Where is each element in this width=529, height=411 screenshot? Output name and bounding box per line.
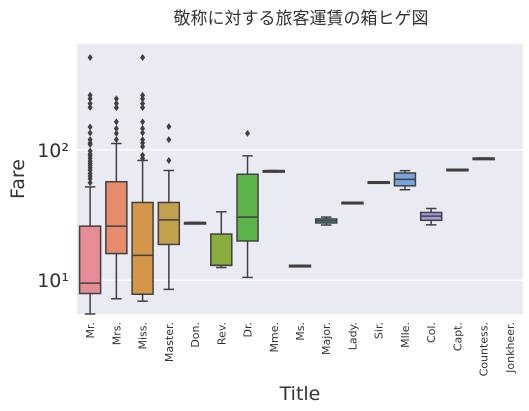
- outlier-point: [140, 143, 146, 151]
- box-iqr: [210, 233, 233, 267]
- outlier-point: [87, 147, 93, 155]
- outlier-point: [87, 100, 93, 108]
- box-iqr: [105, 180, 128, 255]
- box-rev: [210, 211, 233, 269]
- y-axis-label: Fare: [7, 159, 29, 199]
- box-don: [183, 221, 207, 225]
- outlier-point: [140, 54, 146, 62]
- outlier-point: [113, 129, 119, 137]
- outlier-point: [140, 118, 146, 126]
- box-mlle: [393, 169, 417, 191]
- x-tick-label: Col.: [425, 322, 438, 343]
- outlier-point: [113, 124, 119, 132]
- x-tick-label: Mrs.: [110, 322, 123, 345]
- outlier-point: [140, 100, 146, 108]
- outlier-point: [140, 91, 146, 99]
- x-tick-label: Master.: [163, 322, 176, 362]
- x-axis-ticks: Mr. Mrs. Miss. Master. Don. Rev. Dr. Mme. Ms. Maj…: [84, 322, 517, 376]
- x-tick-label: Jonkheer.: [504, 322, 517, 374]
- outlier-point: [113, 95, 119, 103]
- box-series: [78, 54, 495, 315]
- box-dr: [236, 129, 259, 279]
- outlier-point: [113, 100, 119, 108]
- outlier-point: [140, 124, 146, 132]
- box-capt: [446, 168, 469, 172]
- box-ms: [288, 264, 312, 268]
- outlier-point: [166, 123, 172, 131]
- box-sir: [367, 181, 390, 185]
- box-mrs: [105, 95, 128, 300]
- outlier-point: [140, 95, 146, 103]
- x-axis-label: Title: [279, 383, 321, 405]
- box-iqr: [78, 225, 102, 295]
- y-tick-label: 10²: [37, 140, 69, 162]
- box-master: [157, 123, 181, 291]
- box-iqr: [131, 201, 154, 295]
- outlier-point: [113, 136, 119, 144]
- outlier-point: [87, 95, 93, 103]
- x-tick-label: Mlle.: [399, 322, 412, 348]
- outlier-point: [113, 118, 119, 126]
- outlier-point: [140, 129, 146, 137]
- outlier-point: [87, 123, 93, 131]
- x-tick-label: Dr.: [242, 322, 255, 337]
- x-tick-label: Rev.: [215, 322, 228, 345]
- x-tick-label: Countess.: [478, 322, 491, 376]
- outlier-point: [166, 136, 172, 144]
- box-mme: [262, 169, 286, 173]
- outlier-point: [166, 156, 172, 164]
- box-mr: [78, 54, 102, 315]
- chart-title: 敬称に対する旅客運賃の箱ヒゲ図: [174, 9, 429, 29]
- box-major: [314, 216, 338, 226]
- outlier-point: [113, 104, 119, 112]
- box-iqr: [157, 201, 181, 246]
- outlier-point: [87, 103, 93, 111]
- x-tick-label: Capt.: [451, 322, 464, 351]
- outlier-point: [87, 179, 93, 187]
- x-tick-label: Major.: [320, 322, 333, 355]
- outlier-point: [140, 104, 146, 112]
- box-iqr: [236, 173, 259, 242]
- outlier-point: [87, 136, 93, 144]
- x-tick-label: Lady.: [346, 322, 359, 350]
- box-lady: [341, 201, 364, 205]
- x-tick-label: Ms.: [294, 322, 307, 341]
- x-tick-label: Mr.: [84, 322, 97, 339]
- y-tick-label: 10¹: [37, 270, 69, 292]
- outlier-point: [87, 54, 93, 62]
- outlier-point: [245, 129, 251, 137]
- box-miss: [131, 54, 154, 302]
- x-tick-label: Sir.: [373, 322, 386, 339]
- outlier-point: [87, 129, 93, 137]
- y-axis-ticks: 10¹ 10²: [37, 140, 69, 292]
- x-tick-label: Miss.: [137, 322, 150, 350]
- box-countess: [472, 157, 495, 161]
- x-tick-label: Mme.: [268, 322, 281, 352]
- outlier-point: [87, 91, 93, 99]
- x-tick-label: Don.: [189, 322, 202, 348]
- outlier-point: [140, 151, 146, 159]
- box-col: [419, 207, 443, 226]
- outlier-point: [140, 136, 146, 144]
